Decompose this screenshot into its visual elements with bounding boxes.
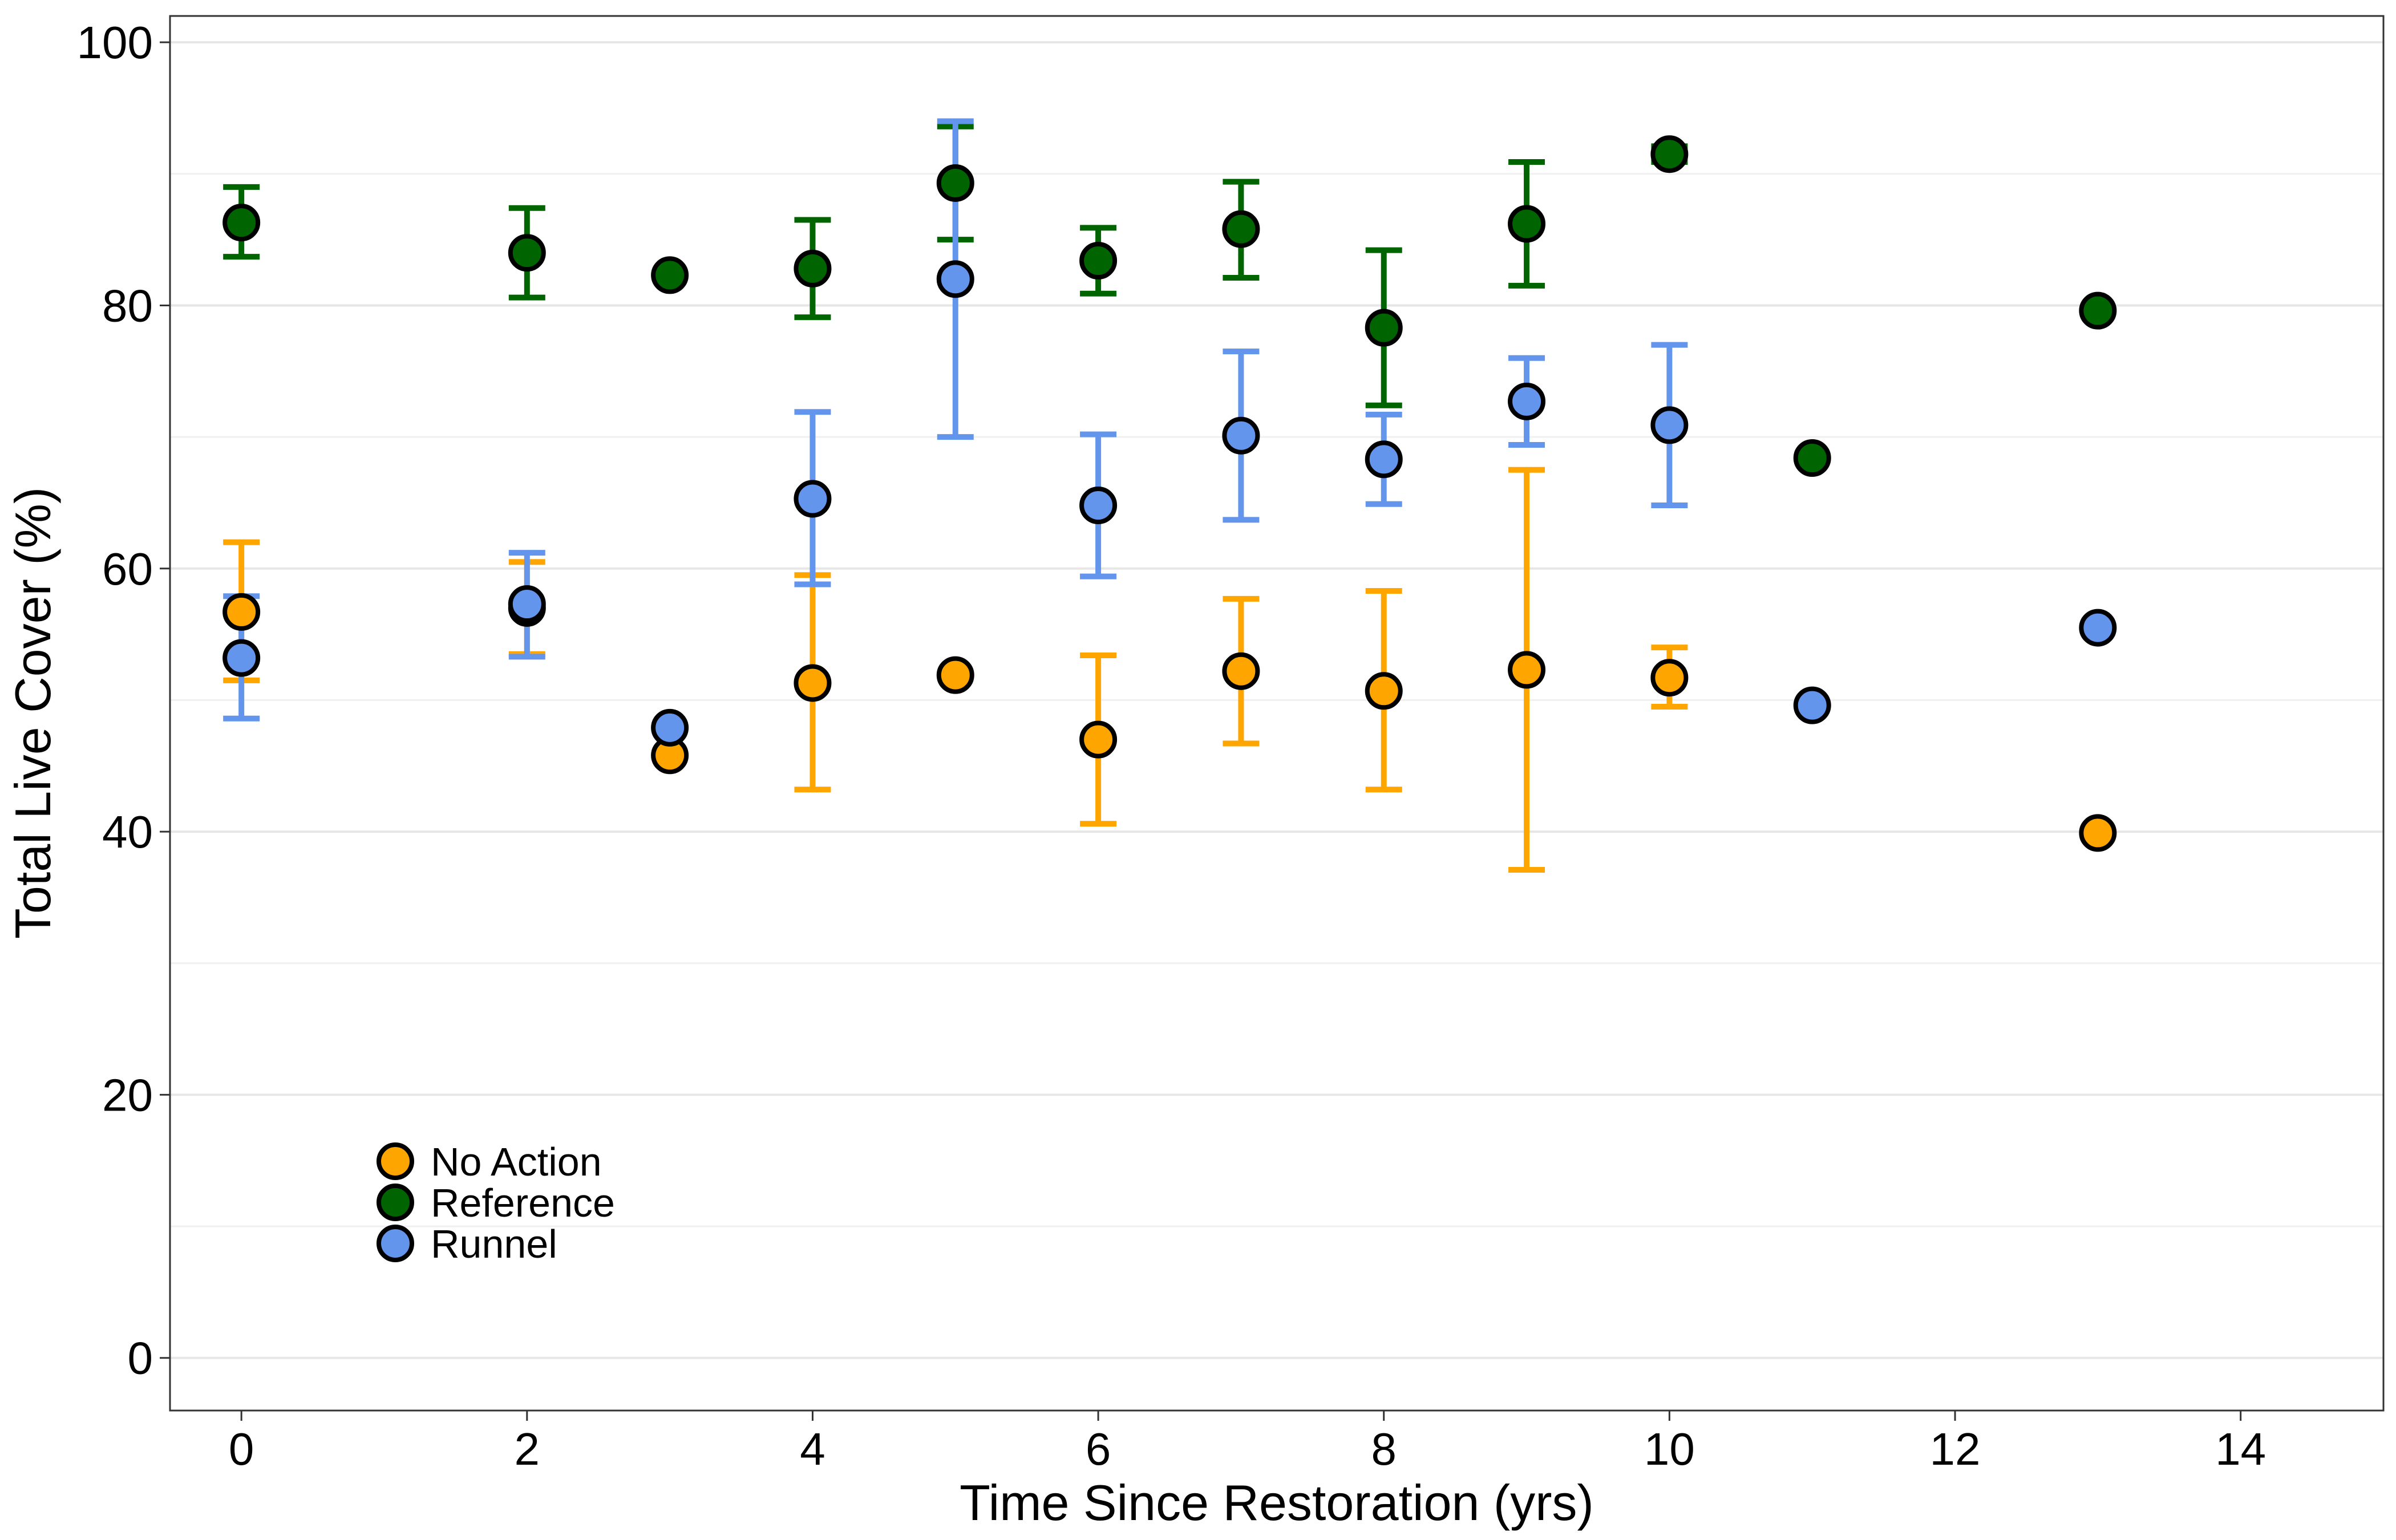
x-tick-label: 0 xyxy=(229,1424,254,1474)
data-point xyxy=(1793,686,1831,724)
legend-marker xyxy=(377,1184,414,1221)
legend-marker xyxy=(377,1142,414,1180)
data-point xyxy=(2079,609,2117,647)
x-tick-label: 12 xyxy=(1930,1424,1981,1474)
data-point xyxy=(2079,291,2117,330)
y-tick-label: 20 xyxy=(102,1069,153,1120)
x-tick-label: 6 xyxy=(1086,1424,1111,1474)
data-point xyxy=(222,593,261,631)
data-point xyxy=(2079,814,2117,852)
data-point xyxy=(1508,382,1546,420)
x-tick-label: 14 xyxy=(2215,1424,2266,1474)
y-tick-label: 80 xyxy=(102,280,153,331)
y-tick-label: 60 xyxy=(102,544,153,594)
data-point xyxy=(508,585,546,623)
y-tick-label: 40 xyxy=(102,807,153,857)
x-tick-label: 10 xyxy=(1644,1424,1695,1474)
data-point xyxy=(1079,242,1118,280)
data-point xyxy=(936,656,974,694)
data-point xyxy=(651,708,689,747)
data-point xyxy=(222,639,261,677)
data-point xyxy=(222,204,261,242)
legend-label: Reference xyxy=(431,1181,615,1225)
data-point xyxy=(1365,672,1403,710)
data-point xyxy=(1222,210,1260,248)
x-tick-label: 8 xyxy=(1371,1424,1397,1474)
data-point xyxy=(1222,416,1260,455)
legend-marker xyxy=(377,1225,414,1262)
data-point xyxy=(1222,652,1260,690)
data-point xyxy=(794,249,832,287)
data-point xyxy=(1650,659,1689,697)
legend-label: Runnel xyxy=(431,1222,557,1266)
data-point xyxy=(1508,651,1546,689)
data-point xyxy=(1793,439,1831,477)
y-axis-title: Total Live Cover (%) xyxy=(5,487,61,939)
data-point xyxy=(1650,135,1689,173)
data-point xyxy=(1365,440,1403,479)
y-tick-label: 0 xyxy=(128,1333,153,1384)
data-point xyxy=(1079,720,1118,759)
data-point xyxy=(936,260,974,298)
data-point xyxy=(651,256,689,294)
data-point xyxy=(508,234,546,272)
grid-lines xyxy=(170,41,2383,1359)
x-tick-label: 2 xyxy=(515,1424,540,1474)
legend-label: No Action xyxy=(431,1140,602,1184)
x-tick-label: 4 xyxy=(800,1424,825,1474)
plot-panel-border xyxy=(169,15,2385,1412)
axis-ticks: 0 2 4 6 8 10 12 14 0 20 40 60 80 100 xyxy=(77,17,2267,1474)
data-point xyxy=(794,664,832,702)
data-point xyxy=(1650,406,1689,444)
y-tick-label: 100 xyxy=(77,17,153,68)
data-point xyxy=(936,164,974,202)
data-points xyxy=(222,135,2117,852)
x-axis-title: Time Since Restoration (yrs) xyxy=(960,1474,1594,1531)
data-point xyxy=(1508,205,1546,243)
data-point xyxy=(794,480,832,518)
data-point xyxy=(1079,487,1118,525)
data-point xyxy=(1365,309,1403,347)
